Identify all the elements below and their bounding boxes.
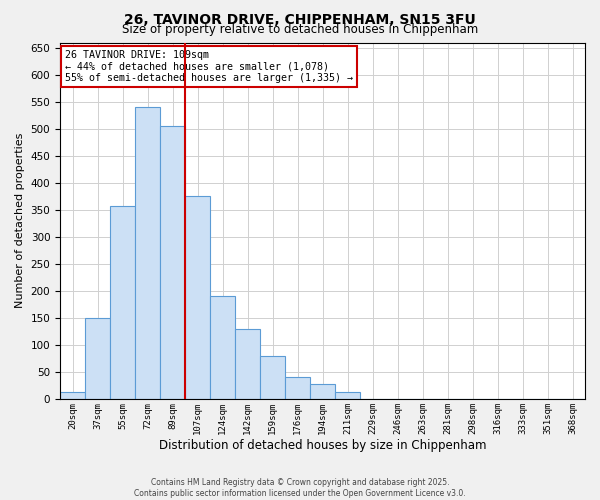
Bar (335, 392, 360, 399)
Y-axis label: Number of detached properties: Number of detached properties (15, 133, 25, 308)
Text: Size of property relative to detached houses in Chippenham: Size of property relative to detached ho… (122, 22, 478, 36)
Text: Contains HM Land Registry data © Crown copyright and database right 2025.
Contai: Contains HM Land Registry data © Crown c… (134, 478, 466, 498)
Bar (110, 206, 135, 399)
Bar (235, 328, 260, 399)
Bar (60, 392, 85, 399)
Text: 26 TAVINOR DRIVE: 109sqm
← 44% of detached houses are smaller (1,078)
55% of sem: 26 TAVINOR DRIVE: 109sqm ← 44% of detach… (65, 50, 353, 83)
Bar (85, 318, 110, 399)
Bar (135, 108, 160, 399)
Bar (310, 384, 335, 399)
Bar (285, 378, 310, 399)
Bar (160, 126, 185, 399)
X-axis label: Distribution of detached houses by size in Chippenham: Distribution of detached houses by size … (159, 440, 486, 452)
Bar (260, 356, 285, 399)
Text: 26, TAVINOR DRIVE, CHIPPENHAM, SN15 3FU: 26, TAVINOR DRIVE, CHIPPENHAM, SN15 3FU (124, 12, 476, 26)
Bar (185, 196, 210, 399)
Bar (210, 296, 235, 399)
